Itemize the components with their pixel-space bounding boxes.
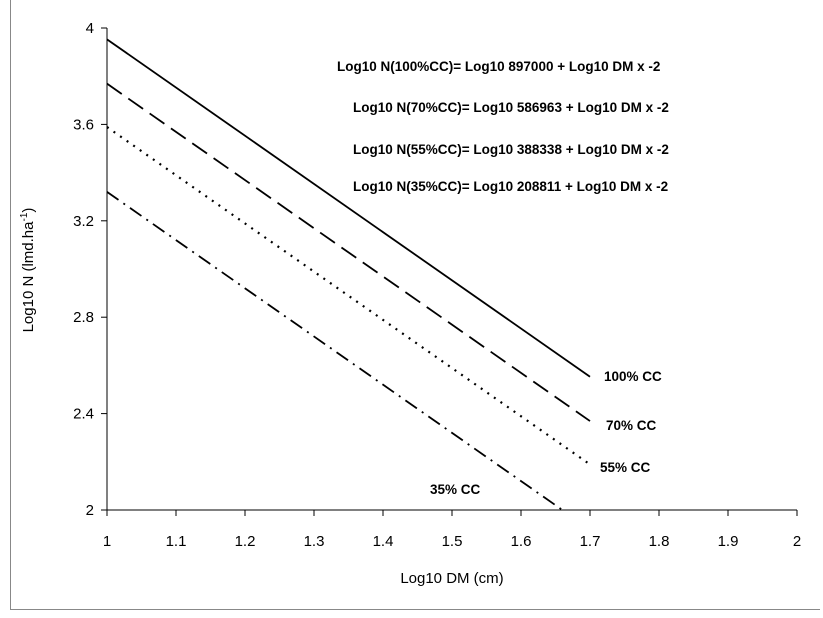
y-ticks: 2 2.4 2.8 3.2 3.6 4 [73, 20, 107, 519]
chart-frame [10, 0, 820, 610]
x-tick-label: 1.2 [235, 533, 256, 550]
equation-70cc: Log10 N(70%CC)= Log10 586963 + Log10 DM … [353, 100, 669, 115]
equation-100cc: Log10 N(100%CC)= Log10 897000 + Log10 DM… [337, 59, 660, 74]
x-tick-label: 1.9 [718, 533, 739, 550]
y-tick-label: 2.8 [73, 309, 94, 326]
y-tick-label: 4 [86, 20, 94, 37]
y-tick-label: 3.2 [73, 213, 94, 230]
y-axis-title-close: ) [20, 208, 37, 213]
equation-55cc: Log10 N(55%CC)= Log10 388338 + Log10 DM … [353, 142, 669, 157]
series-label-100cc: 100% CC [604, 369, 662, 384]
x-tick-label: 1.5 [442, 533, 463, 550]
y-axis-title-main: Log10 N (lmd.ha [20, 221, 37, 333]
plot-lines [106, 38, 591, 511]
x-tick-label: 2 [793, 533, 801, 550]
y-axis-title-sup: -1 [19, 212, 30, 221]
y-tick-label: 2.4 [73, 406, 94, 423]
x-tick-label: 1.4 [373, 533, 394, 550]
series-line-35cc [106, 191, 563, 511]
y-tick-label: 3.6 [73, 116, 94, 133]
equation-35cc: Log10 N(35%CC)= Log10 208811 + Log10 DM … [353, 179, 668, 194]
x-tick-label: 1 [103, 533, 111, 550]
series-label-35cc: 35% CC [430, 482, 481, 497]
series-line-70cc [106, 82, 591, 422]
series-line-55cc [106, 126, 591, 466]
x-tick-label: 1.1 [166, 533, 187, 550]
series-label-55cc: 55% CC [600, 460, 651, 475]
x-tick-label: 1.7 [580, 533, 601, 550]
x-tick-label: 1.8 [649, 533, 670, 550]
series-label-70cc: 70% CC [606, 418, 657, 433]
y-tick-label: 2 [86, 502, 94, 519]
y-axis-title: Log10 N (lmd.ha-1) [19, 208, 37, 333]
x-axis-title: Log10 DM (cm) [400, 570, 503, 587]
x-tick-label: 1.6 [511, 533, 532, 550]
x-ticks: 1 1.1 1.2 1.3 1.4 1.5 1.6 1.7 1.8 1.9 2 [103, 510, 801, 550]
series-line-100cc [106, 38, 591, 378]
x-tick-label: 1.3 [304, 533, 325, 550]
